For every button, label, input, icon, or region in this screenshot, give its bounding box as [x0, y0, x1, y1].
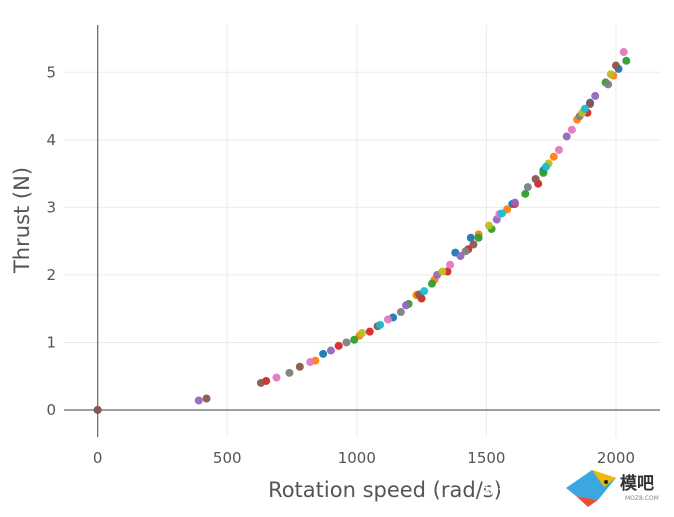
x-tick-label: 2000 — [597, 449, 635, 467]
bird-logo-icon — [566, 470, 616, 500]
data-point — [446, 260, 455, 269]
data-point — [93, 405, 102, 414]
data-point — [554, 145, 563, 154]
bird-wing-icon — [592, 470, 616, 487]
data-point — [402, 301, 411, 310]
data-point — [510, 198, 519, 207]
data-point — [562, 132, 571, 141]
data-point — [376, 320, 385, 329]
bird-eye-icon — [604, 480, 608, 484]
data-point — [604, 80, 613, 89]
data-point — [611, 61, 620, 70]
x-tick-label: 1000 — [338, 449, 376, 467]
data-point — [619, 48, 628, 57]
data-point — [591, 91, 600, 100]
data-point — [549, 152, 558, 161]
watermark-logo-sub: MOZ8.COM — [625, 495, 659, 502]
y-tick-label: 4 — [46, 131, 56, 149]
data-point — [358, 328, 366, 337]
data-point — [586, 100, 595, 109]
y-tick-label: 1 — [46, 333, 56, 351]
data-point — [539, 168, 548, 177]
y-tick-label: 5 — [46, 63, 56, 81]
x-axis-title: Rotation speed (rad/s) — [268, 478, 502, 502]
data-point — [285, 368, 294, 377]
data-point — [497, 209, 506, 218]
x-tick-label: 1500 — [467, 449, 505, 467]
grid-lines — [64, 25, 660, 437]
y-tick-label: 0 — [46, 401, 56, 419]
data-point — [484, 221, 493, 230]
data-point — [531, 174, 540, 183]
data-point — [365, 327, 374, 336]
watermark-logo: 模吧 MOZ8.COM — [566, 470, 659, 507]
x-tick-labels: 0 500 1000 1500 2000 — [93, 449, 635, 467]
x-tick-label: 0 — [93, 449, 103, 467]
y-tick-labels: 0 1 2 3 4 5 — [46, 63, 56, 419]
data-point — [438, 267, 447, 276]
data-point — [383, 315, 392, 324]
data-point — [541, 162, 550, 171]
data-point — [342, 338, 351, 347]
data-point — [466, 233, 475, 242]
data-points — [93, 48, 631, 414]
data-point — [194, 396, 203, 405]
y-tick-label: 2 — [46, 266, 56, 284]
watermark: 知乎 @北京 模吧 MOZ8.COM — [482, 470, 659, 507]
data-point — [420, 287, 429, 296]
data-point — [427, 279, 436, 288]
data-point — [456, 251, 465, 260]
data-point — [326, 346, 335, 355]
data-point — [396, 308, 405, 317]
data-point — [319, 349, 328, 358]
data-point — [474, 233, 483, 242]
data-point — [256, 378, 265, 387]
data-point — [202, 394, 211, 403]
watermark-logo-text: 模吧 — [620, 473, 654, 494]
data-point — [272, 373, 281, 382]
bird-tail-icon — [576, 496, 598, 507]
y-axis-title: Thrust (N) — [10, 167, 34, 274]
y-tick-label: 3 — [46, 198, 56, 216]
data-point — [306, 358, 315, 367]
data-point — [350, 335, 359, 344]
data-point — [469, 240, 478, 249]
data-point — [622, 56, 631, 65]
data-point — [580, 104, 589, 113]
data-point — [461, 247, 470, 256]
data-point — [606, 70, 615, 79]
x-tick-label: 500 — [213, 449, 242, 467]
data-point — [334, 341, 343, 350]
data-point — [567, 125, 576, 134]
data-point — [295, 362, 304, 371]
watermark-text: 知乎 @北京 — [482, 479, 567, 498]
data-point — [521, 189, 530, 198]
data-point — [523, 183, 532, 192]
